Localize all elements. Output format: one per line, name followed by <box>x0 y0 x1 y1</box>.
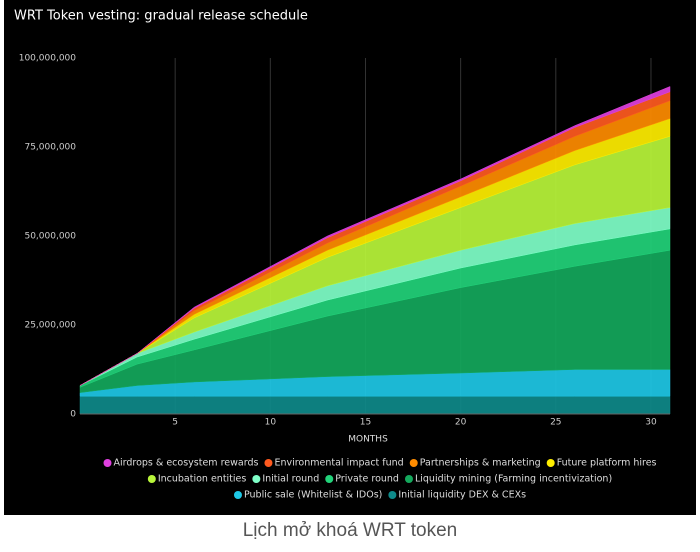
x-tick-label: 25 <box>550 418 561 428</box>
legend-label: Incubation entities <box>158 474 247 485</box>
legend-label: Private round <box>335 474 399 485</box>
legend-label: Future platform hires <box>557 458 657 469</box>
y-tick-label: 25,000,000 <box>24 321 76 331</box>
x-tick-label: 15 <box>360 418 371 428</box>
x-tick-label: 20 <box>455 418 467 428</box>
legend-label: Initial liquidity DEX & CEXs <box>398 490 526 501</box>
x-axis-label: MONTHS <box>348 435 388 445</box>
legend-marker <box>325 475 334 483</box>
area <box>79 86 671 386</box>
legend-marker <box>388 491 397 499</box>
y-tick-label: 50,000,000 <box>24 232 76 242</box>
chart-title: WRT Token vesting: gradual release sched… <box>14 9 308 24</box>
area <box>79 395 671 415</box>
legend-label: Initial round <box>262 474 319 485</box>
legend-marker <box>233 491 242 499</box>
legend-marker <box>404 475 413 483</box>
legend-label: Partnerships & marketing <box>420 458 541 469</box>
legend-label: Environmental impact fund <box>274 458 403 469</box>
legend-marker <box>252 475 261 483</box>
legend-label: Public sale (Whitelist & IDOs) <box>244 490 382 501</box>
legend-label: Airdrops & ecosystem rewards <box>113 458 258 469</box>
legend-marker <box>264 459 273 467</box>
x-tick-label: 30 <box>645 418 657 428</box>
y-tick-label: 0 <box>70 410 76 420</box>
legend-marker <box>147 475 156 483</box>
x-tick-label: 10 <box>265 418 277 428</box>
x-tick-label: 5 <box>172 418 178 428</box>
legend-label: Liquidity mining (Farming incentivizatio… <box>415 474 612 485</box>
y-tick-label: 75,000,000 <box>24 143 76 153</box>
y-tick-label: 100,000,000 <box>19 54 77 64</box>
legend-marker <box>103 459 112 467</box>
legend-marker <box>546 459 555 467</box>
caption: Lịch mở khoá WRT token <box>242 520 458 541</box>
legend-marker <box>409 459 418 467</box>
chart: WRT Token vesting: gradual release sched… <box>4 0 696 515</box>
